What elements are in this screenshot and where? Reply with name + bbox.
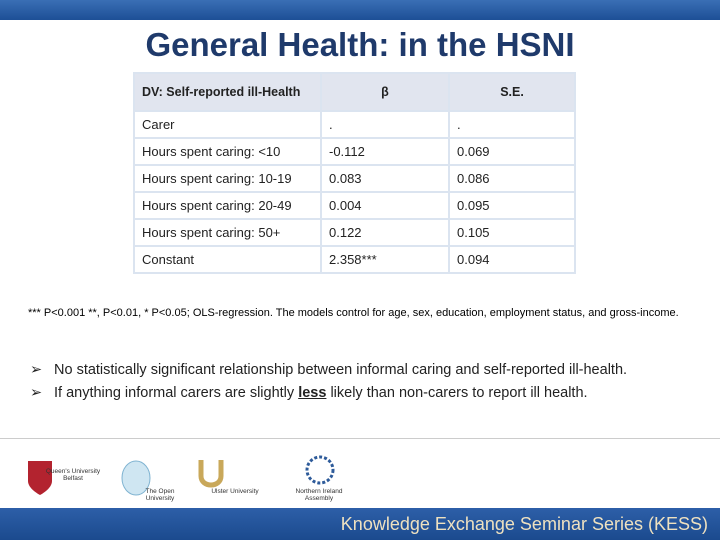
logo-mark (305, 455, 335, 485)
divider (0, 438, 720, 439)
header-cell: β (320, 72, 450, 112)
table-row: Hours spent caring: <10 -0.112 0.069 (133, 137, 576, 166)
header-cell: DV: Self-reported ill-Health (133, 72, 322, 112)
table-cell: Constant (133, 245, 322, 274)
bullet: ➢ If anything informal carers are slightl… (30, 385, 588, 401)
table-cell: 2.358*** (320, 245, 450, 274)
table-cell: 0.086 (448, 164, 576, 193)
bullet-text: If anything informal carers are slightly (54, 385, 299, 401)
top-bar (0, 0, 720, 20)
header-cell: S.E. (448, 72, 576, 112)
table-cell: Hours spent caring: 20-49 (133, 191, 322, 220)
table-cell: 0.105 (448, 218, 576, 247)
table-cell: 0.094 (448, 245, 576, 274)
table-row: Constant 2.358*** 0.094 (133, 245, 576, 274)
table-cell: Carer (133, 110, 322, 139)
header-row: DV: Self-reported ill-Health β S.E. (133, 72, 576, 112)
logo-mark (198, 460, 224, 488)
table-cell: -0.112 (320, 137, 450, 166)
bullet-icon: ➢ (30, 385, 43, 401)
logo-text: Ulster University (211, 488, 259, 495)
table-cell: Hours spent caring: <10 (133, 137, 322, 166)
logo-text: Northern Ireland Assembly (295, 488, 343, 502)
logo-mark (28, 461, 52, 495)
table-cell: 0.122 (320, 218, 450, 247)
table-row: Hours spent caring: 50+ 0.122 0.105 (133, 218, 576, 247)
table-cell: 0.004 (320, 191, 450, 220)
table-row: Hours spent caring: 10-19 0.083 0.086 (133, 164, 576, 193)
table-cell: Hours spent caring: 10-19 (133, 164, 322, 193)
logo-text: Queen's University Belfast (45, 468, 101, 482)
table-cell: 0.095 (448, 191, 576, 220)
table-cell: 0.083 (320, 164, 450, 193)
title: General Health: in the HSNI (145, 26, 575, 63)
bullet-emphasis: less (298, 385, 327, 401)
bullet-text: No statistically significant relationshi… (54, 362, 628, 378)
bullet-icon: ➢ (30, 362, 43, 378)
footer-text: Knowledge Exchange Seminar Series (KESS) (340, 514, 708, 534)
logo-mark (121, 460, 151, 496)
logo-text: The Open University (145, 488, 175, 502)
bullet-text: likely than non-carers to report ill hea… (326, 385, 588, 401)
table-cell: . (448, 110, 576, 139)
table-cell: Hours spent caring: 50+ (133, 218, 322, 247)
table-cell: . (320, 110, 450, 139)
footer-bar (0, 508, 720, 540)
table: DV: Self-reported ill-Health β S.E. Care… (133, 72, 576, 274)
table-cell: 0.069 (448, 137, 576, 166)
table-row: Carer.. (133, 110, 576, 139)
bullet: ➢ No statistically significant relationsh… (30, 362, 627, 378)
table-row: Hours spent caring: 20-49 0.004 0.095 (133, 191, 576, 220)
footnote: *** P<0.001 **, P<0.01, * P<0.05; OLS-re… (28, 307, 679, 319)
